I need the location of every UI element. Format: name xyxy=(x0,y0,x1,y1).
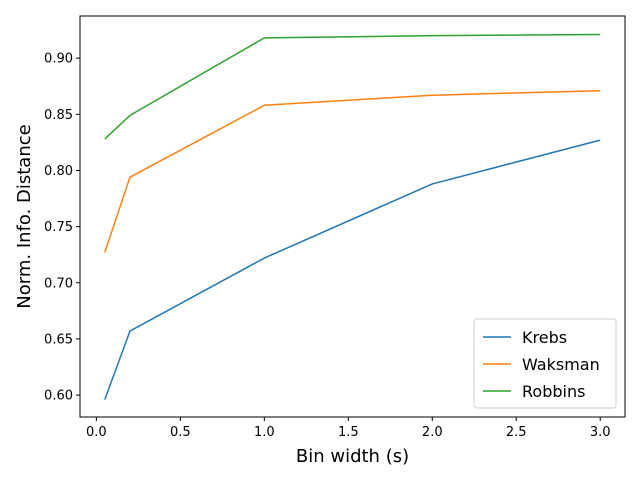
y-tick-label: 0.90 xyxy=(44,52,73,67)
x-tick-label: 2.0 xyxy=(422,425,443,440)
series-line-krebs xyxy=(104,139,601,400)
x-tick-label: 0.0 xyxy=(86,425,107,440)
y-tick-label: 0.85 xyxy=(44,108,73,123)
x-tick-label: 2.5 xyxy=(506,425,527,440)
legend-label: Robbins xyxy=(522,382,585,401)
x-tick-label: 1.0 xyxy=(254,425,275,440)
series-line-robbins xyxy=(104,33,601,140)
x-axis-ticks: 0.0 0.5 1.0 1.5 2.0 2.5 3.0 xyxy=(86,417,611,440)
y-tick-label: 0.60 xyxy=(44,389,73,404)
y-tick-label: 0.80 xyxy=(44,164,73,179)
x-axis-label: Bin width (s) xyxy=(296,446,409,467)
y-tick-label: 0.75 xyxy=(44,220,73,235)
legend-label: Krebs xyxy=(522,328,567,347)
y-tick-label: 0.70 xyxy=(44,276,73,291)
plot-frame xyxy=(79,15,626,418)
x-tick-label: 3.0 xyxy=(590,425,611,440)
series-layer xyxy=(104,33,601,400)
legend-label: Waksman xyxy=(522,355,600,374)
y-axis-label: Norm. Info. Distance xyxy=(14,124,35,308)
legend-box xyxy=(473,318,617,409)
x-tick-label: 0.5 xyxy=(170,425,191,440)
y-axis-ticks: 0.60 0.65 0.70 0.75 0.80 0.85 0.90 xyxy=(44,52,80,404)
series-line-waksman xyxy=(104,89,601,253)
legend: Krebs Waksman Robbins xyxy=(473,318,617,409)
y-tick-label: 0.65 xyxy=(44,332,73,347)
x-tick-label: 1.5 xyxy=(338,425,359,440)
